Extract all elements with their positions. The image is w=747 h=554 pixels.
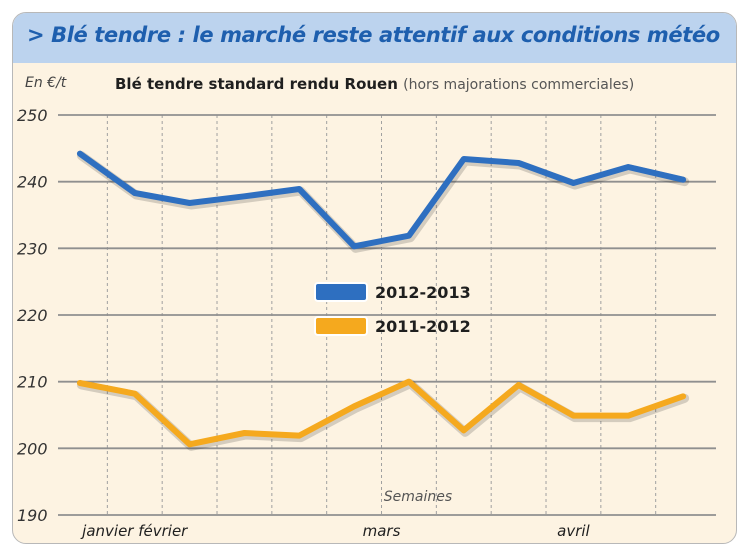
y-tick-label: 220: [17, 306, 48, 325]
chart-subtitle: Blé tendre standard rendu Rouen (hors ma…: [115, 75, 634, 93]
x-axis-label: Semaines: [384, 489, 452, 505]
y-tick-label: 240: [17, 173, 48, 192]
x-tick-label: avril: [557, 522, 590, 540]
chart-subtitle-note: (hors majorations commerciales): [403, 77, 635, 93]
grid: [58, 114, 716, 516]
chart-headline: > Blé tendre : le marché reste attentif …: [27, 23, 720, 47]
series-line: [76, 150, 687, 250]
legend: 2012-2013 2011-2012: [314, 282, 471, 336]
line-chart: 190 200 210 220 230 240 250 janvier février mar…: [17, 106, 716, 540]
series-line: [76, 378, 687, 448]
series-layer: [76, 150, 690, 451]
x-tick-label: janvier février: [80, 522, 188, 540]
chart-title: Blé tendre standard rendu Rouen: [115, 75, 398, 93]
x-axis-ticks: janvier février mars avril: [80, 522, 590, 540]
y-tick-label: 190: [17, 506, 48, 525]
y-axis-unit-label: En €/t: [25, 75, 67, 91]
x-tick-label: mars: [363, 522, 401, 540]
y-tick-label: 230: [17, 239, 48, 258]
title-bar: > Blé tendre : le marché reste attentif …: [13, 13, 736, 63]
y-axis-ticks: 190 200 210 220 230 240 250: [17, 106, 48, 525]
y-tick-label: 250: [17, 106, 48, 125]
chart-frame: > Blé tendre : le marché reste attentif …: [12, 12, 737, 544]
legend-swatch: [314, 316, 368, 336]
legend-swatch: [314, 282, 368, 302]
y-tick-label: 210: [17, 373, 48, 392]
legend-label: 2012-2013: [375, 283, 471, 302]
y-tick-label: 200: [17, 439, 48, 458]
legend-label: 2011-2012: [375, 317, 471, 336]
